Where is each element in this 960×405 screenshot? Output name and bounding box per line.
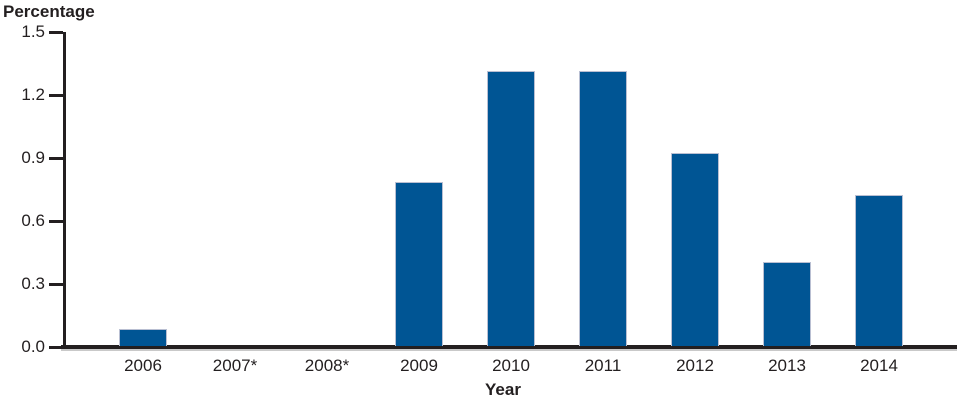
x-tick-label: 2008* [304, 356, 350, 375]
y-tick-mark [49, 220, 63, 223]
x-tick-label: 2010 [492, 356, 530, 375]
x-tick-label: 2014 [860, 356, 898, 375]
bar-2009 [395, 182, 443, 346]
x-axis-line [61, 345, 957, 349]
y-tick-mark [49, 346, 63, 349]
x-axis-title: Year [485, 380, 521, 399]
y-tick-label: 1.2 [21, 85, 45, 104]
y-axis-title: Percentage [3, 2, 95, 21]
y-tick-mark [49, 283, 63, 286]
bar-2010 [487, 71, 535, 346]
x-tick-label: 2009 [400, 356, 438, 375]
bar-2006 [119, 329, 167, 346]
bar-2011 [579, 71, 627, 346]
x-tick-label: 2011 [584, 356, 622, 375]
y-tick-mark [49, 157, 63, 160]
y-axis-line [63, 32, 66, 346]
bar-2014 [855, 195, 903, 346]
y-tick-label: 0.9 [21, 148, 45, 167]
x-tick-label: 2007* [212, 356, 258, 375]
y-tick-label: 1.5 [21, 22, 45, 41]
y-tick-label: 0.6 [21, 211, 45, 230]
bar-2013 [763, 262, 811, 346]
x-tick-label: 2006 [124, 356, 162, 375]
x-tick-label: 2013 [768, 356, 806, 375]
bar-2012 [671, 153, 719, 346]
y-tick-label: 0.0 [21, 337, 45, 356]
x-tick-label: 2012 [676, 356, 714, 375]
y-tick-mark [49, 31, 63, 34]
y-tick-mark [49, 94, 63, 97]
y-tick-label: 0.3 [21, 274, 45, 293]
